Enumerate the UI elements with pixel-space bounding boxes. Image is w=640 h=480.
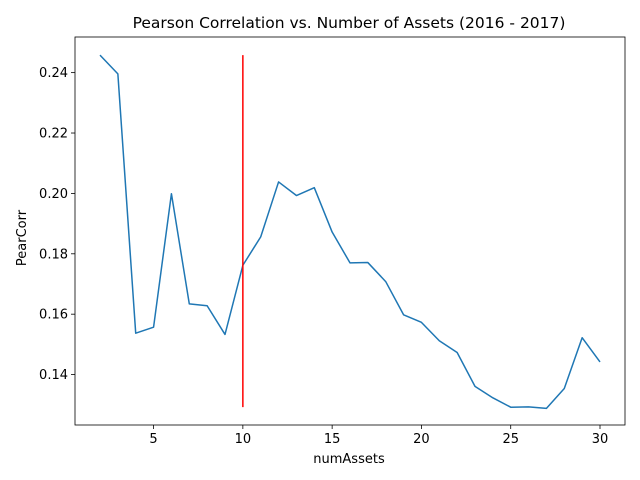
y-tick-label: 0.18 <box>39 247 68 262</box>
chart-title: Pearson Correlation vs. Number of Assets… <box>133 14 566 32</box>
x-tick-label: 30 <box>592 432 609 447</box>
series-line-0 <box>99 54 601 410</box>
x-tick-label: 10 <box>235 432 252 447</box>
x-tick-label: 15 <box>324 432 341 447</box>
y-tick-label: 0.20 <box>39 187 68 202</box>
y-tick-label: 0.24 <box>39 66 68 81</box>
x-tick-label: 25 <box>502 432 519 447</box>
y-tick-label: 0.22 <box>39 127 68 142</box>
plot-area: 5 10 15 20 25 30 0.14 0.16 0.18 0.20 0.22 0.24 <box>39 36 626 447</box>
x-tick-label: 20 <box>413 432 430 447</box>
x-tick-label: 5 <box>149 432 157 447</box>
axes-frame <box>74 36 626 426</box>
x-axis-label: numAssets <box>313 452 385 467</box>
y-tick-label: 0.16 <box>39 308 68 323</box>
y-axis-label: PearCorr <box>15 209 30 266</box>
y-tick-label: 0.14 <box>39 368 68 383</box>
